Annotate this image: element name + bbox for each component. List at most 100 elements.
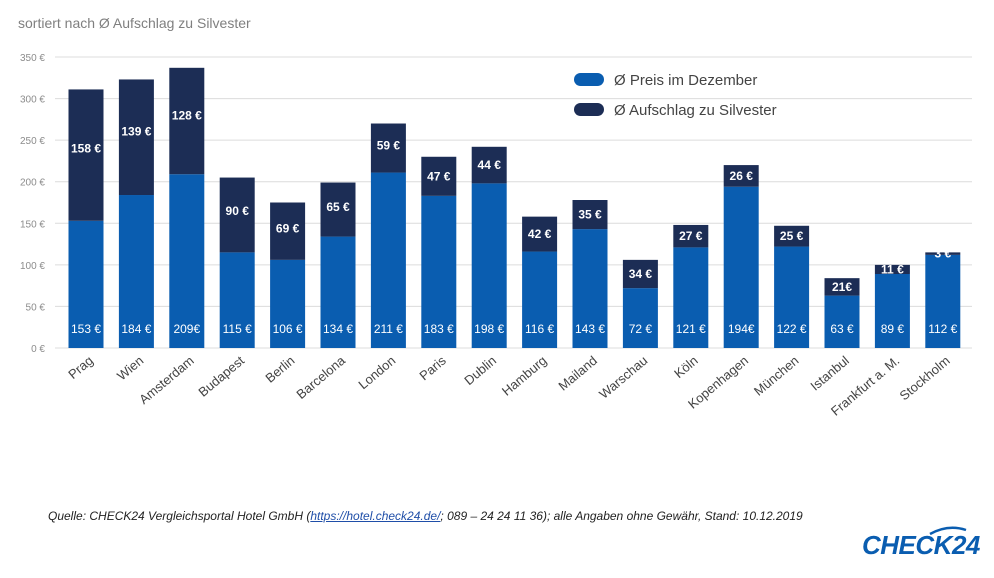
data-label-aufschlag: 90 € (226, 204, 250, 218)
data-label-aufschlag: 158 € (71, 142, 101, 156)
y-tick-label: 350 € (20, 53, 45, 64)
source-note: Quelle: CHECK24 Vergleichsportal Hotel G… (48, 509, 803, 523)
data-label-aufschlag: 27 € (679, 229, 703, 243)
bar-aufschlag-silvester (824, 278, 860, 296)
data-label-preis: 116 € (525, 322, 554, 336)
legend-entry: Ø Aufschlag zu Silvester (614, 102, 777, 119)
bar-preis-dezember (370, 172, 406, 348)
bar-preis-dezember (219, 252, 255, 348)
legend-swatch (574, 73, 604, 86)
data-label-aufschlag: 42 € (528, 227, 552, 241)
data-label-preis: 143 € (575, 322, 605, 336)
chart-title: sortiert nach Ø Aufschlag zu Silvester (18, 15, 251, 31)
bar-preis-dezember (874, 274, 910, 348)
x-category-label: London (355, 353, 398, 392)
data-label-preis: 115 € (223, 322, 252, 336)
data-label-aufschlag: 34 € (629, 267, 653, 281)
data-label-preis: 153 € (71, 322, 101, 336)
data-label-aufschlag: 3 € (934, 247, 951, 261)
data-label-aufschlag: 21€ (832, 280, 852, 294)
bar-preis-dezember (320, 236, 356, 348)
bar-preis-dezember (673, 247, 709, 348)
check24-logo: CHECK24 (862, 530, 980, 560)
source-suffix: ; 089 – 24 24 11 36); alle Angaben ohne … (440, 509, 803, 523)
data-label-preis: 211 € (374, 322, 403, 336)
data-label-preis: 209€ (173, 322, 200, 336)
source-prefix: Quelle: CHECK24 Vergleichsportal Hotel G… (48, 509, 311, 523)
data-label-preis: 194€ (728, 322, 755, 336)
y-tick-label: 150 € (20, 219, 45, 230)
bar-aufschlag-silvester (572, 200, 608, 230)
data-label-preis: 89 € (881, 322, 905, 336)
bar-preis-dezember (522, 251, 558, 348)
data-label-aufschlag: 25 € (780, 229, 804, 243)
data-label-aufschlag: 44 € (478, 158, 502, 172)
stacked-bar-chart: 0 € 50 € 100 € 150 € 200 € 250 € 300 € 350 € 153… (20, 53, 972, 419)
data-label-aufschlag: 47 € (427, 169, 451, 183)
bar-aufschlag-silvester (673, 224, 709, 248)
bar-aufschlag-silvester (471, 146, 507, 184)
x-category-label: München (751, 353, 802, 399)
y-tick-label: 50 € (26, 302, 46, 313)
data-label-preis: 183 € (424, 322, 454, 336)
bar-aufschlag-silvester (320, 182, 356, 237)
bar-aufschlag-silvester (118, 79, 154, 196)
bar-preis-dezember (169, 174, 205, 348)
bar-aufschlag-silvester (370, 123, 406, 173)
bar-preis-dezember (723, 186, 759, 348)
bar-preis-dezember (824, 295, 860, 348)
bar-preis-dezember (68, 220, 104, 348)
bar-aufschlag-silvester (622, 259, 658, 289)
bar-preis-dezember (925, 254, 961, 348)
data-label-aufschlag: 65 € (326, 200, 350, 214)
x-category-label: Berlin (262, 353, 297, 386)
x-category-label: Paris (416, 352, 449, 383)
bar-preis-dezember (270, 259, 306, 348)
bar-aufschlag-silvester (270, 202, 306, 260)
data-label-aufschlag: 35 € (578, 208, 602, 222)
legend-entry: Ø Preis im Dezember (614, 72, 757, 89)
x-category-label: Istanbul (807, 353, 852, 394)
data-label-aufschlag: 69 € (276, 221, 300, 235)
x-category-label: Mailand (555, 353, 600, 394)
logo-swoosh-icon (929, 526, 967, 536)
data-label-preis: 63 € (830, 322, 854, 336)
x-category-label: Köln (671, 353, 701, 381)
bar-preis-dezember (572, 229, 608, 348)
data-label-preis: 134 € (323, 322, 353, 336)
y-tick-label: 0 € (31, 344, 45, 355)
bar-aufschlag-silvester (925, 252, 961, 255)
data-label-preis: 112 € (928, 322, 957, 336)
bar-aufschlag-silvester (774, 225, 810, 247)
data-label-preis: 184 € (121, 322, 151, 336)
bar-aufschlag-silvester (874, 264, 910, 275)
data-label-preis: 198 € (474, 322, 504, 336)
data-label-preis: 106 € (273, 322, 303, 336)
data-label-aufschlag: 26 € (730, 169, 754, 183)
x-category-label: Hamburg (499, 353, 550, 399)
source-link[interactable]: https://hotel.check24.de/ (310, 509, 441, 523)
data-label-preis: 72 € (629, 322, 653, 336)
x-category-label: Prag (65, 353, 96, 382)
data-label-aufschlag: 59 € (377, 139, 401, 153)
data-label-preis: 121 € (676, 322, 706, 336)
x-category-label: Dublin (461, 353, 499, 388)
legend-swatch (574, 103, 604, 116)
x-category-label: Wien (114, 353, 146, 384)
x-category-label: Stockholm (897, 353, 953, 404)
bar-preis-dezember (471, 183, 507, 348)
bar-aufschlag-silvester (421, 156, 457, 196)
y-tick-label: 300 € (20, 95, 45, 106)
data-label-preis: 122 € (777, 322, 807, 336)
bar-aufschlag-silvester (169, 67, 205, 175)
y-tick-label: 200 € (20, 178, 45, 189)
bar-preis-dezember (622, 288, 658, 348)
x-category-label: Amsterdam (136, 353, 197, 407)
x-category-label: Budapest (195, 353, 247, 400)
bar-preis-dezember (421, 195, 457, 348)
x-category-label: Warschau (596, 353, 650, 402)
x-category-label: Barcelona (293, 352, 348, 402)
bar-aufschlag-silvester (68, 89, 104, 221)
data-label-aufschlag: 11 € (881, 262, 904, 276)
bar-aufschlag-silvester (723, 165, 759, 187)
